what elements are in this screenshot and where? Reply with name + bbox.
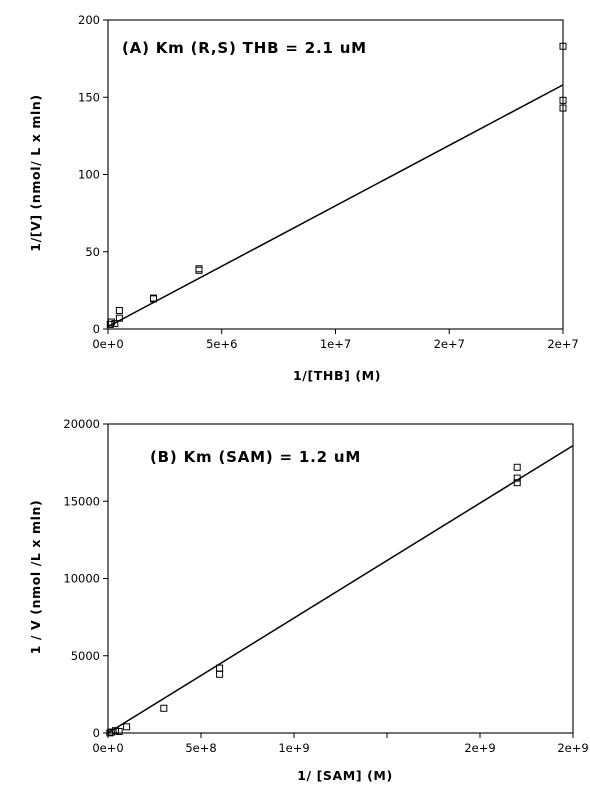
panel-b-data-point-7 (216, 664, 224, 672)
panel-b-data-point-8 (513, 463, 521, 471)
panel-b-plot-frame (107, 423, 574, 734)
panel-b-title: (B) Km (SAM) = 1.2 uM (150, 448, 361, 466)
panel-a-y-axis-title: 1/[V] (nmol/ L x mln) (28, 94, 43, 251)
panel-a-x-tick-label-3: 2e+7 (434, 337, 465, 351)
panel-a-data-point-2 (111, 320, 119, 328)
panel-b-ticks: 0e+0 5e+8 1e+9 2e+9 2e+9 0 5000 10000 15000 20000 (63, 417, 588, 755)
panel-a-plot-frame (107, 19, 564, 330)
panel-b-x-tick-label-2: 1e+9 (278, 741, 309, 755)
panel-b-x-axis-title: 1/ [SAM] (M) (297, 768, 393, 783)
panel-b-data-point-2 (111, 727, 119, 735)
panel-b-data-point-10 (513, 479, 521, 487)
panel-a-points (106, 42, 567, 328)
panel-a-title: (A) Km (R,S) THB = 2.1 uM (122, 39, 367, 57)
panel-b-data-point-5 (160, 704, 168, 712)
panel-b-y-tick-label-0: 0 (93, 726, 100, 740)
panel-b-y-tick-label-3: 15000 (63, 494, 100, 508)
panel-a-data-point-0 (106, 320, 114, 328)
panel-a-chart: 0e+0 5e+6 1e+7 2e+7 2e+7 0 50 100 150 200 (A) Km … (28, 13, 579, 383)
panel-a-y-tick-label-1: 50 (85, 245, 100, 259)
panel-a-x-tick-label-1: 5e+6 (206, 337, 237, 351)
panel-a-data-point-6 (150, 295, 157, 303)
panel-b-y-tick-label-1: 5000 (71, 649, 100, 663)
panel-a-y-tick-label-3: 150 (78, 90, 100, 104)
panel-b-y-tick-label-4: 20000 (63, 417, 100, 431)
panel-b-fit-line (107, 444, 574, 734)
panel-a-data-point-7 (195, 266, 203, 274)
panel-a-y-tick-label-2: 100 (78, 168, 100, 182)
panel-b-data-point-1 (108, 728, 116, 736)
panel-a-data-point-4 (115, 306, 123, 314)
panel-b-data-point-9 (513, 474, 521, 482)
panel-b-y-axis-title: 1 / V (nmol /L x mln) (28, 500, 43, 655)
panel-a-x-tick-label-0: 0e+0 (92, 337, 123, 351)
panel-b-x-tick-label-5: 2e+9 (557, 741, 588, 755)
panel-a-x-axis-title: 1/[THB] (M) (293, 368, 381, 383)
panel-b-x-tick-label-1: 5e+8 (185, 741, 216, 755)
panel-b-data-point-3 (115, 727, 123, 735)
panel-b-x-tick-label-0: 0e+0 (92, 741, 123, 755)
panel-b-data-point-6 (216, 670, 224, 678)
panel-a-y-tick-label-0: 0 (93, 322, 100, 336)
panel-b-fit-line-group (107, 444, 574, 734)
panel-a-ticks: 0e+0 5e+6 1e+7 2e+7 2e+7 0 50 100 150 200 (78, 13, 579, 351)
panel-a-x-tick-label-4: 2e+7 (547, 337, 578, 351)
panel-b-y-tick-label-2: 10000 (63, 572, 100, 586)
panel-a-x-tick-label-2: 1e+7 (320, 337, 351, 351)
panel-a-fit-line (107, 84, 564, 328)
panel-b-data-point-4 (123, 723, 131, 731)
panel-a-y-tick-label-4: 200 (78, 13, 100, 27)
panel-a-data-point-8 (195, 265, 203, 273)
panel-b-chart: 0e+0 5e+8 1e+9 2e+9 2e+9 0 5000 10000 15000 20000… (28, 417, 589, 783)
panel-a-data-point-3 (115, 314, 123, 322)
panel-b-x-tick-label-4: 2e+9 (464, 741, 495, 755)
panel-a-fit-line-group (107, 84, 564, 328)
